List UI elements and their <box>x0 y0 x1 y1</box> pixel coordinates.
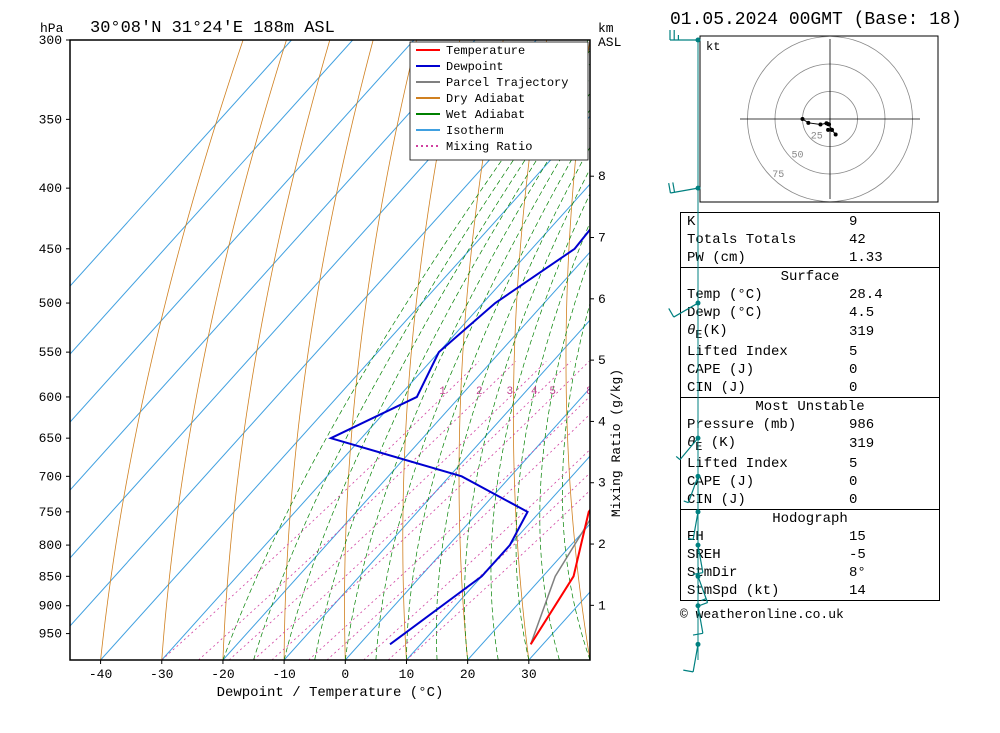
svg-text:750: 750 <box>39 505 62 520</box>
skewt-chart: 12345810152025LCL30035040045050055060065… <box>10 10 650 690</box>
param-value: 986 <box>843 416 940 434</box>
param-value: 5 <box>843 455 940 473</box>
svg-text:-40: -40 <box>89 667 112 682</box>
svg-text:-20: -20 <box>211 667 234 682</box>
svg-text:Wet Adiabat: Wet Adiabat <box>446 108 525 122</box>
svg-text:km: km <box>598 21 614 36</box>
param-value: 8° <box>843 564 940 582</box>
svg-text:ASL: ASL <box>598 35 621 50</box>
svg-text:5: 5 <box>598 353 606 368</box>
param-value: 5 <box>843 343 940 361</box>
section-header: Hodograph <box>681 509 940 528</box>
svg-text:3: 3 <box>507 386 514 398</box>
svg-text:2: 2 <box>598 537 606 552</box>
svg-text:600: 600 <box>39 390 62 405</box>
svg-text:5: 5 <box>549 386 556 398</box>
param-value: 1.33 <box>843 249 940 268</box>
svg-text:Dry Adiabat: Dry Adiabat <box>446 92 525 106</box>
svg-text:550: 550 <box>39 345 62 360</box>
svg-text:-30: -30 <box>150 667 173 682</box>
svg-text:25: 25 <box>681 386 694 398</box>
svg-text:3: 3 <box>598 476 606 491</box>
datetime-label: 01.05.2024 00GMT (Base: 18) <box>670 10 990 30</box>
param-value: 9 <box>843 213 940 232</box>
svg-text:30: 30 <box>521 667 537 682</box>
svg-text:1: 1 <box>598 598 606 613</box>
svg-text:15: 15 <box>638 386 651 398</box>
param-value: 319 <box>843 322 940 343</box>
svg-text:Dewpoint / Temperature (°C): Dewpoint / Temperature (°C) <box>217 685 444 701</box>
svg-text:900: 900 <box>39 599 62 614</box>
svg-text:20: 20 <box>460 667 476 682</box>
svg-text:LCL: LCL <box>657 481 679 495</box>
param-value: 0 <box>843 491 940 510</box>
svg-text:1: 1 <box>439 386 446 398</box>
svg-text:4: 4 <box>598 414 606 429</box>
svg-text:6: 6 <box>598 292 606 307</box>
svg-text:500: 500 <box>39 296 62 311</box>
param-value: 15 <box>843 528 940 546</box>
param-value: 0 <box>843 361 940 379</box>
svg-text:400: 400 <box>39 181 62 196</box>
svg-text:Temperature: Temperature <box>446 44 525 58</box>
section-header: Surface <box>681 268 940 287</box>
svg-text:0: 0 <box>341 667 349 682</box>
svg-text:30°08'N 31°24'E 188m ASL: 30°08'N 31°24'E 188m ASL <box>90 19 335 38</box>
param-value: 28.4 <box>843 286 940 304</box>
svg-text:20: 20 <box>662 386 675 398</box>
svg-text:650: 650 <box>39 431 62 446</box>
svg-text:450: 450 <box>39 242 62 257</box>
svg-text:4: 4 <box>531 386 538 398</box>
indices-table: K9Totals Totals42PW (cm)1.33SurfaceTemp … <box>680 212 940 601</box>
svg-text:hPa: hPa <box>40 21 64 36</box>
svg-text:50: 50 <box>792 151 804 162</box>
svg-text:Parcel Trajectory: Parcel Trajectory <box>446 76 568 90</box>
svg-text:700: 700 <box>39 469 62 484</box>
param-value: -5 <box>843 546 940 564</box>
param-value: 0 <box>843 379 940 398</box>
credit-label: © weatheronline.co.uk <box>680 607 990 622</box>
param-value: 14 <box>843 582 940 601</box>
svg-text:2: 2 <box>476 386 483 398</box>
hodograph-chart: kt255075 <box>680 34 940 204</box>
svg-text:850: 850 <box>39 569 62 584</box>
section-header: Most Unstable <box>681 397 940 416</box>
svg-text:800: 800 <box>39 538 62 553</box>
param-value: 319 <box>843 434 940 455</box>
svg-text:75: 75 <box>772 170 784 181</box>
param-value: 4.5 <box>843 304 940 322</box>
svg-text:Isotherm: Isotherm <box>446 124 504 138</box>
svg-text:Mixing Ratio: Mixing Ratio <box>446 140 532 154</box>
svg-text:10: 10 <box>399 667 415 682</box>
svg-text:25: 25 <box>811 131 823 142</box>
svg-text:Dewpoint: Dewpoint <box>446 60 504 74</box>
svg-text:350: 350 <box>39 112 62 127</box>
svg-text:Mixing Ratio (g/kg): Mixing Ratio (g/kg) <box>609 369 624 517</box>
param-value: 0 <box>843 473 940 491</box>
svg-text:-10: -10 <box>272 667 295 682</box>
svg-text:950: 950 <box>39 627 62 642</box>
svg-text:8: 8 <box>598 169 606 184</box>
svg-text:7: 7 <box>598 231 606 246</box>
param-value: 42 <box>843 231 940 249</box>
